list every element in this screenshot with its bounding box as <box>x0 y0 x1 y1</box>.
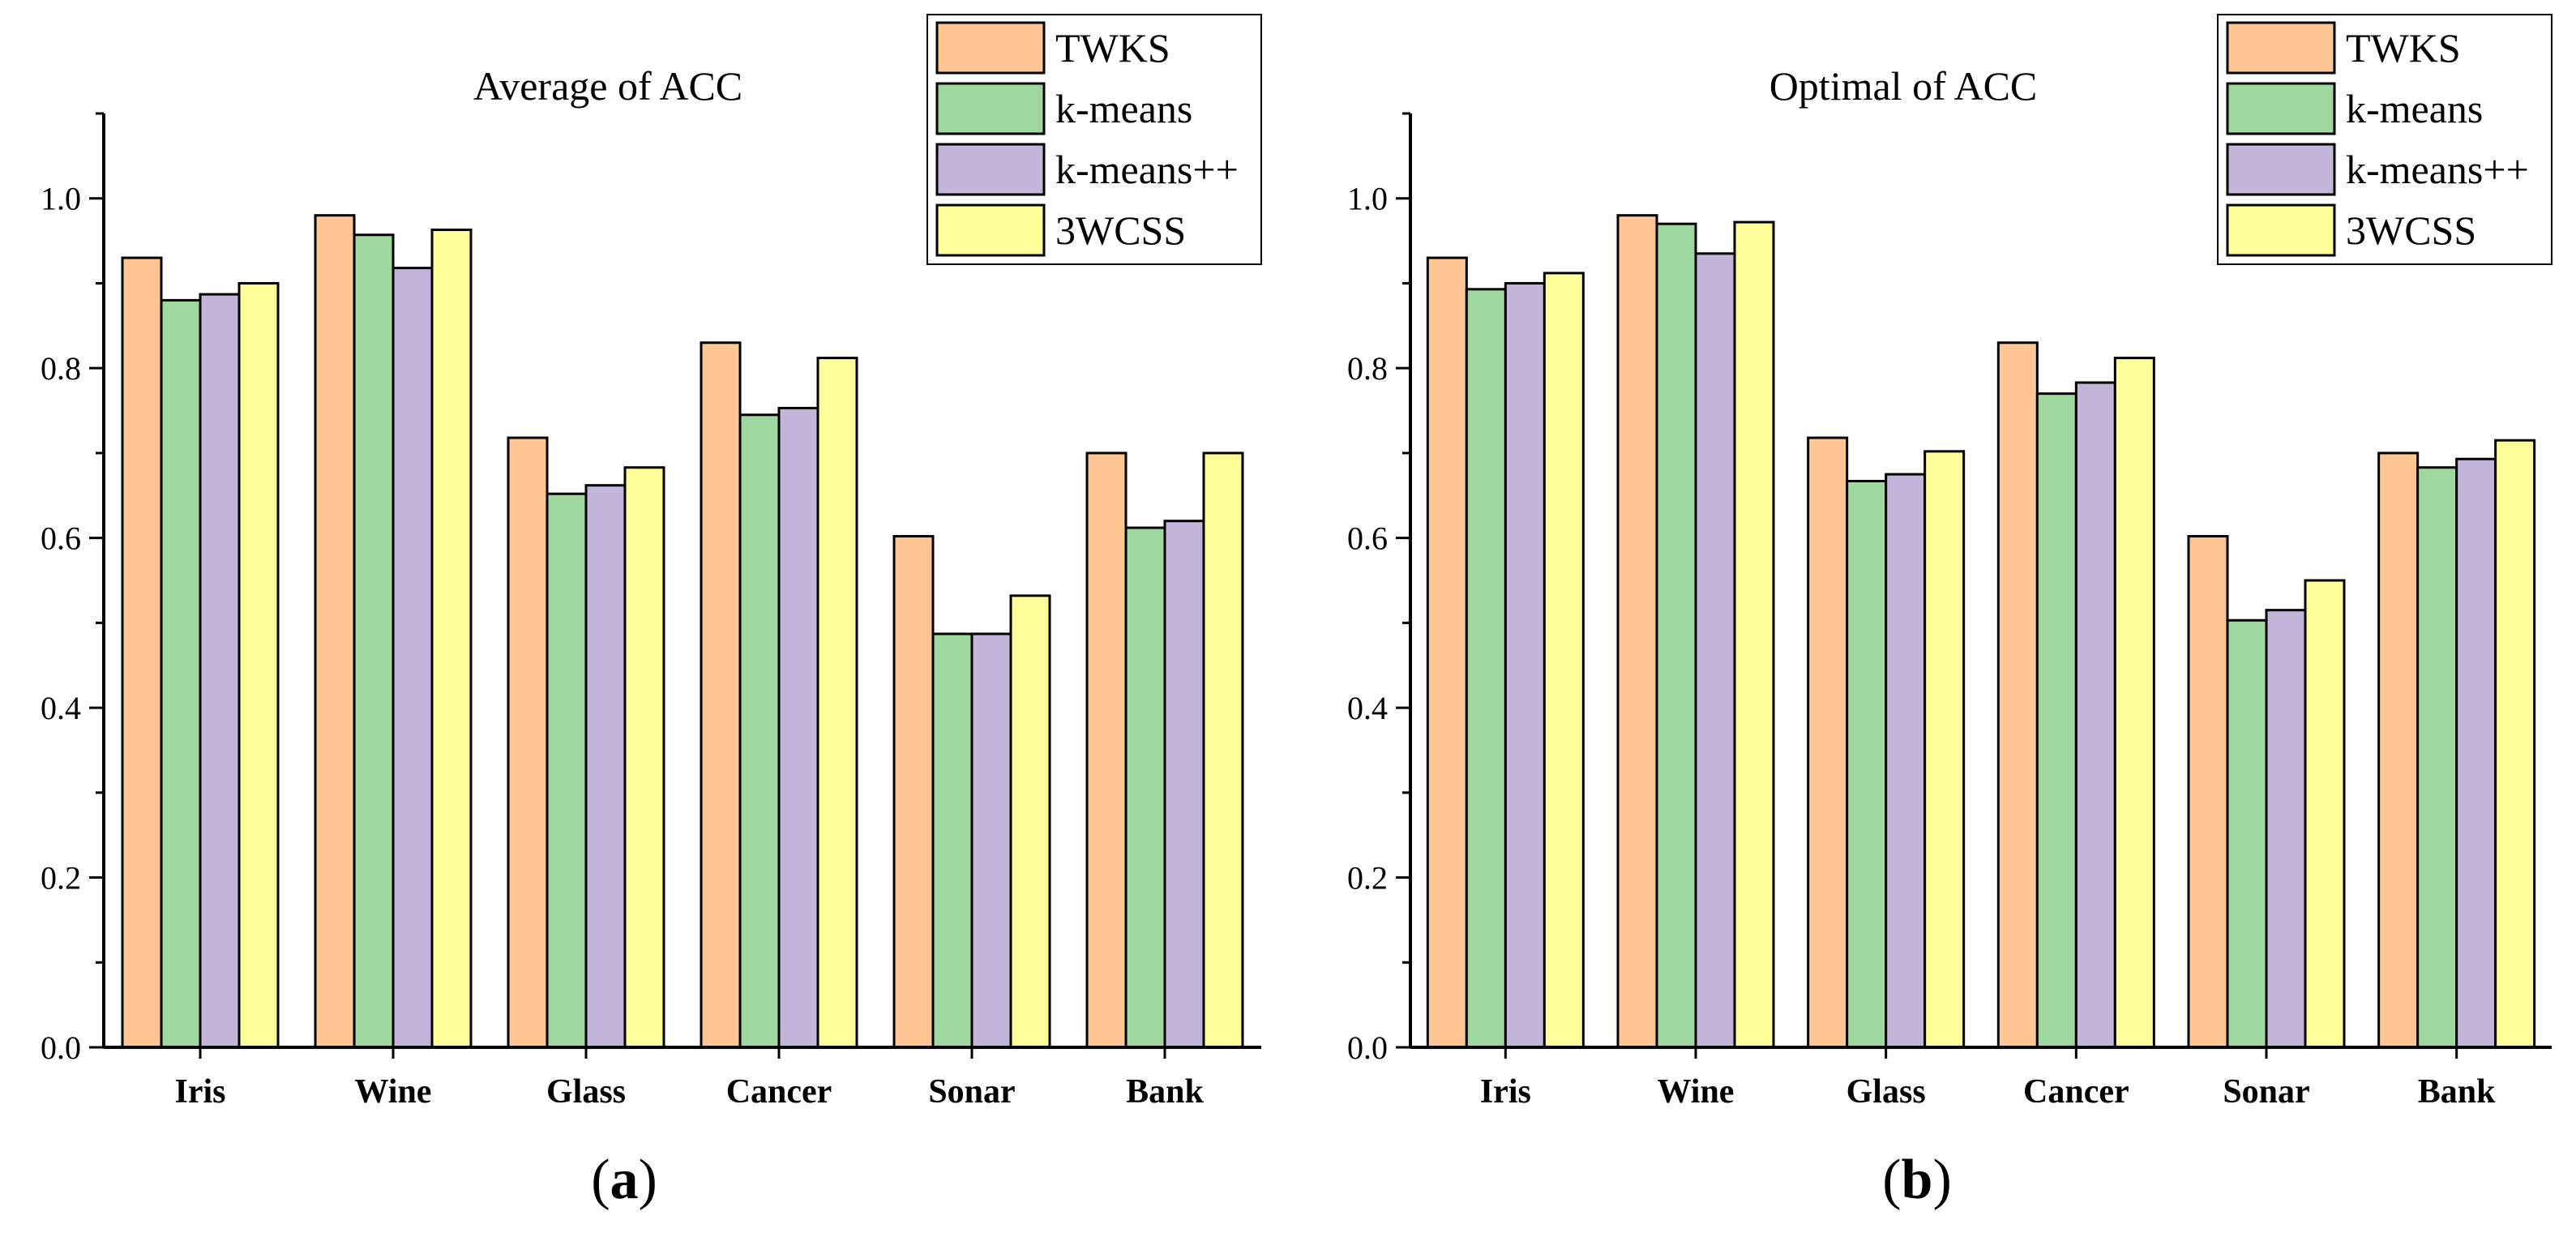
bar-k-means-cancer <box>738 413 781 1049</box>
bar-k-means-iris <box>160 298 202 1049</box>
bar-k-means-sonar <box>2226 618 2268 1049</box>
legend-label: 3WCSS <box>1055 208 1186 253</box>
bar-k-meansplusplus-iris <box>1504 281 1546 1049</box>
bar-k-means-wine <box>353 233 395 1049</box>
bar-k-meansplusplus-glass <box>1885 473 1927 1049</box>
y-tick-label: 0.0 <box>1347 1029 1388 1066</box>
x-tick-label: Iris <box>175 1073 226 1111</box>
bar-3wcss-wine <box>1733 220 1775 1049</box>
x-tick-label: Iris <box>1480 1073 1531 1111</box>
legend-swatch <box>935 143 1046 196</box>
bar-k-meansplusplus-cancer <box>2074 381 2116 1049</box>
chart-title: Optimal of ACC <box>1769 63 2038 109</box>
bar-twks-wine <box>314 214 356 1049</box>
bar-k-means-glass <box>1846 479 1888 1049</box>
bar-k-meansplusplus-bank <box>1163 520 1205 1049</box>
x-tick-label: Cancer <box>726 1073 832 1111</box>
bar-k-meansplusplus-wine <box>1694 252 1736 1049</box>
legend-label: TWKS <box>2346 25 2461 71</box>
bar-twks-glass <box>1807 436 1849 1049</box>
bar-3wcss-cancer <box>816 357 858 1049</box>
bar-k-meansplusplus-sonar <box>2265 609 2307 1049</box>
bar-k-means-iris <box>1465 288 1507 1049</box>
bar-k-means-bank <box>2416 466 2458 1049</box>
bar-3wcss-iris <box>1543 272 1585 1049</box>
chart-panel-a: Average of ACC Iris Wine Glass Cancer Sonar Ba… <box>41 14 1262 1211</box>
legend-label: k-means <box>1055 86 1192 131</box>
bar-twks-sonar <box>892 535 935 1049</box>
legend-swatch <box>2226 203 2336 257</box>
bar-k-meansplusplus-glass <box>584 484 627 1049</box>
bar-k-meansplusplus-wine <box>392 267 434 1049</box>
bar-twks-bank <box>2377 452 2420 1049</box>
bar-k-meansplusplus-bank <box>2455 457 2497 1049</box>
chart-title: Average of ACC <box>473 63 742 109</box>
y-tick-label: 0.6 <box>1347 520 1388 557</box>
legend-swatch <box>2226 21 2336 75</box>
legend-label: k-means++ <box>1055 147 1239 192</box>
x-tick-label: Wine <box>355 1073 432 1111</box>
x-tick-label: Glass <box>546 1073 626 1111</box>
bar-3wcss-cancer <box>2113 357 2155 1049</box>
bar-3wcss-iris <box>237 281 280 1049</box>
panel-label: (b) <box>1882 1149 1952 1211</box>
legend-swatch <box>935 21 1046 75</box>
y-tick-label: 0.0 <box>41 1029 81 1066</box>
legend-label: k-means++ <box>2346 147 2529 192</box>
legend-swatch <box>2226 82 2336 135</box>
bar-3wcss-bank <box>1202 452 1244 1049</box>
bar-twks-iris <box>121 256 163 1049</box>
panel-label: (a) <box>591 1149 657 1211</box>
legend-swatch <box>935 203 1046 257</box>
bar-twks-wine <box>1616 214 1658 1049</box>
y-tick-label: 0.2 <box>41 860 81 897</box>
bar-k-meansplusplus-sonar <box>970 632 1012 1049</box>
x-tick-label: Glass <box>1846 1073 1926 1111</box>
y-tick-label: 1.0 <box>41 181 81 217</box>
bar-3wcss-bank <box>2494 439 2536 1049</box>
x-tick-label: Wine <box>1658 1073 1735 1111</box>
bar-twks-glass <box>507 436 549 1049</box>
bar-k-meansplusplus-iris <box>199 293 241 1049</box>
bar-twks-bank <box>1085 452 1128 1049</box>
x-tick-label: Bank <box>1126 1073 1204 1111</box>
x-tick-label: Bank <box>2418 1073 2496 1111</box>
bar-k-meansplusplus-cancer <box>777 406 819 1049</box>
bar-3wcss-sonar <box>2304 579 2346 1049</box>
y-tick-label: 0.8 <box>41 350 81 387</box>
legend-swatch <box>935 82 1046 135</box>
bar-3wcss-wine <box>430 228 473 1049</box>
bar-twks-sonar <box>2187 535 2229 1049</box>
legend-label: TWKS <box>1055 25 1170 71</box>
x-tick-label: Sonar <box>2223 1073 2309 1111</box>
bar-k-means-wine <box>1655 222 1697 1049</box>
bar-k-means-bank <box>1124 526 1166 1049</box>
y-tick-label: 1.0 <box>1347 181 1388 217</box>
bar-3wcss-glass <box>623 466 665 1049</box>
x-tick-label: Sonar <box>928 1073 1015 1111</box>
bar-twks-cancer <box>700 341 742 1049</box>
y-tick-label: 0.4 <box>41 690 81 726</box>
bar-twks-cancer <box>1996 341 2039 1049</box>
bar-k-means-cancer <box>2035 392 2077 1049</box>
bar-twks-iris <box>1426 256 1468 1049</box>
y-tick-label: 0.4 <box>1347 690 1388 726</box>
bar-3wcss-glass <box>1923 450 1966 1049</box>
y-tick-label: 0.6 <box>41 520 81 557</box>
bar-3wcss-sonar <box>1009 594 1051 1049</box>
legend-label: 3WCSS <box>2346 208 2476 253</box>
legend-swatch <box>2226 143 2336 196</box>
y-tick-label: 0.2 <box>1347 860 1388 897</box>
y-tick-label: 0.8 <box>1347 350 1388 387</box>
bar-k-means-glass <box>546 492 588 1049</box>
x-tick-label: Cancer <box>2023 1073 2129 1111</box>
bar-k-means-sonar <box>931 632 973 1049</box>
legend-label: k-means <box>2346 86 2483 131</box>
chart-panel-b: Optimal of ACC Iris Wine Glass Cancer Sonar Ba… <box>1347 14 2552 1211</box>
